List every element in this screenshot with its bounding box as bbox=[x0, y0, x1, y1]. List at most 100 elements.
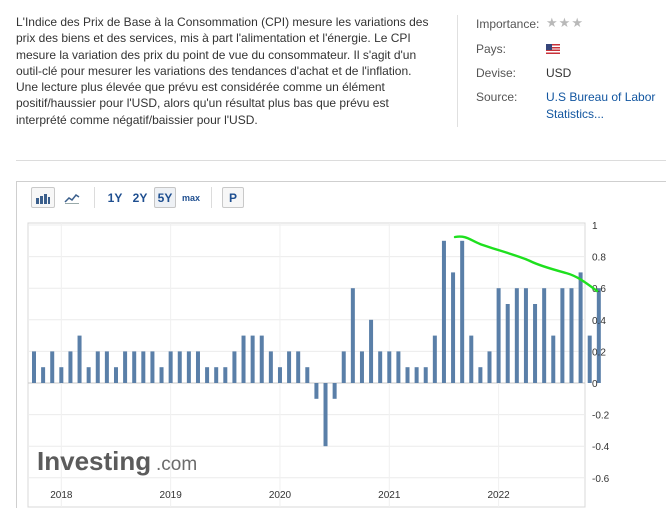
star-icon: ★ bbox=[546, 15, 558, 30]
bar[interactable] bbox=[514, 288, 519, 383]
bar[interactable] bbox=[141, 351, 146, 383]
bar[interactable] bbox=[132, 351, 137, 383]
bar[interactable] bbox=[68, 351, 73, 383]
bar[interactable] bbox=[214, 367, 219, 383]
bar[interactable] bbox=[195, 351, 200, 383]
bar[interactable] bbox=[359, 351, 364, 383]
y-tick-label: -0.4 bbox=[592, 442, 610, 453]
bar[interactable] bbox=[177, 351, 182, 383]
bar[interactable] bbox=[168, 351, 173, 383]
bar[interactable] bbox=[277, 367, 282, 383]
star-icon: ★ bbox=[558, 15, 571, 30]
chart-frame bbox=[16, 181, 666, 508]
indicator-description: L'Indice des Prix de Base à la Consommat… bbox=[16, 14, 434, 128]
bar[interactable] bbox=[287, 351, 292, 383]
bar[interactable] bbox=[314, 383, 319, 399]
bar[interactable] bbox=[560, 288, 565, 383]
p-button[interactable]: P bbox=[222, 187, 244, 208]
bar[interactable] bbox=[123, 351, 128, 383]
bar[interactable] bbox=[469, 335, 474, 383]
line-chart-icon[interactable] bbox=[60, 187, 84, 208]
bar[interactable] bbox=[113, 367, 118, 383]
devise-label: Devise: bbox=[476, 66, 517, 80]
importance-stars: ★★★ bbox=[546, 15, 584, 31]
bar[interactable] bbox=[332, 383, 337, 399]
bar[interactable] bbox=[441, 240, 446, 383]
bar[interactable] bbox=[150, 351, 155, 383]
x-tick-label: 2018 bbox=[50, 490, 73, 501]
bar[interactable] bbox=[587, 335, 592, 383]
bar[interactable] bbox=[95, 351, 100, 383]
bar[interactable] bbox=[259, 335, 264, 383]
bar[interactable] bbox=[396, 351, 401, 383]
bar[interactable] bbox=[341, 351, 346, 383]
bar[interactable] bbox=[232, 351, 237, 383]
bar[interactable] bbox=[505, 304, 510, 383]
bar[interactable] bbox=[542, 288, 547, 383]
bar[interactable] bbox=[423, 367, 428, 383]
bar[interactable] bbox=[523, 288, 528, 383]
bar[interactable] bbox=[414, 367, 419, 383]
trend-annotation-line bbox=[453, 235, 599, 293]
investing-logo: Investing .com bbox=[37, 446, 197, 476]
y-tick-label: 0.4 bbox=[592, 316, 606, 327]
bar[interactable] bbox=[405, 367, 410, 383]
bar[interactable] bbox=[596, 288, 601, 383]
bar-chart-icon[interactable] bbox=[31, 187, 55, 208]
bar[interactable] bbox=[578, 272, 583, 383]
bar[interactable] bbox=[268, 351, 273, 383]
bar[interactable] bbox=[478, 367, 483, 383]
x-tick-label: 2019 bbox=[160, 490, 183, 501]
bar[interactable] bbox=[432, 335, 437, 383]
bar[interactable] bbox=[496, 288, 501, 383]
bar[interactable] bbox=[32, 351, 36, 383]
bars bbox=[32, 240, 601, 447]
description-paragraph: Une lecture plus élevée que prévu est co… bbox=[16, 80, 389, 127]
bar[interactable] bbox=[369, 319, 374, 383]
bar[interactable] bbox=[387, 351, 392, 383]
y-tick-label: 1 bbox=[592, 221, 598, 232]
bar[interactable] bbox=[41, 367, 46, 383]
range-5y-button[interactable]: 5Y bbox=[154, 187, 176, 208]
bar[interactable] bbox=[487, 351, 492, 383]
y-tick-label: 0 bbox=[592, 379, 598, 390]
x-tick-label: 2021 bbox=[378, 490, 401, 501]
range-max-button[interactable]: max bbox=[181, 192, 200, 203]
y-tick-label: -0.6 bbox=[592, 474, 610, 485]
importance-label: Importance: bbox=[476, 17, 540, 31]
bar[interactable] bbox=[323, 383, 328, 447]
star-icon: ★ bbox=[571, 15, 583, 30]
bar[interactable] bbox=[186, 351, 191, 383]
chart-toolbar: 1Y 2Y 5Y max P bbox=[16, 181, 666, 213]
bar[interactable] bbox=[569, 288, 574, 383]
source-link[interactable]: U.S Bureau of Labor Statistics... bbox=[546, 90, 656, 121]
bar[interactable] bbox=[250, 335, 255, 383]
bar[interactable] bbox=[205, 367, 210, 383]
bar[interactable] bbox=[50, 351, 55, 383]
bar[interactable] bbox=[104, 351, 109, 383]
y-tick-label: 0.2 bbox=[592, 347, 606, 358]
bar[interactable] bbox=[77, 335, 82, 383]
bar[interactable] bbox=[159, 367, 164, 383]
bar[interactable] bbox=[223, 367, 228, 383]
bar[interactable] bbox=[460, 240, 465, 383]
bar[interactable] bbox=[86, 367, 91, 383]
bar[interactable] bbox=[378, 351, 383, 383]
range-2y-button[interactable]: 2Y bbox=[132, 190, 148, 205]
bar[interactable] bbox=[296, 351, 301, 383]
bar[interactable] bbox=[59, 367, 64, 383]
bar[interactable] bbox=[533, 304, 538, 383]
section-divider bbox=[16, 160, 666, 161]
toolbar-separator bbox=[94, 187, 95, 208]
bar[interactable] bbox=[451, 272, 456, 383]
bar[interactable] bbox=[305, 367, 310, 383]
range-1y-button[interactable]: 1Y bbox=[107, 190, 123, 205]
watermark-brand: Investing bbox=[37, 446, 151, 476]
watermark-suffix: .com bbox=[156, 454, 197, 475]
bar[interactable] bbox=[350, 288, 355, 383]
y-tick-label: -0.2 bbox=[592, 411, 610, 422]
bar[interactable] bbox=[241, 335, 246, 383]
bar[interactable] bbox=[551, 335, 556, 383]
description-paragraph: L'Indice des Prix de Base à la Consommat… bbox=[16, 15, 429, 78]
